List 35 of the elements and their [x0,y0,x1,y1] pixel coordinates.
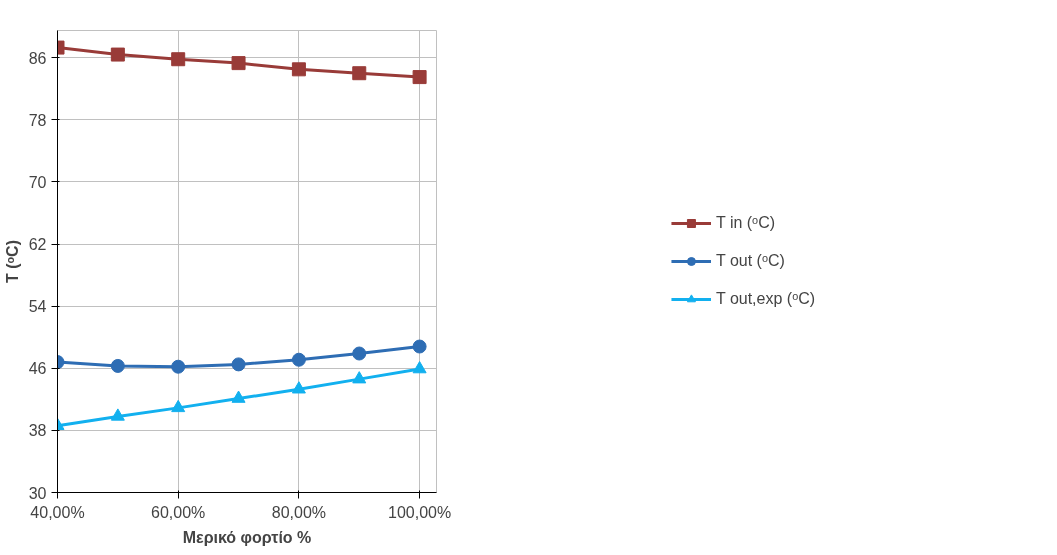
y-tick-label: 86 [28,49,47,67]
point [412,361,427,374]
point [231,357,246,372]
point [412,70,427,85]
point [231,390,246,403]
x-tick-label: 100,00% [388,503,452,521]
point [110,408,125,421]
x-tick-label: 40,00% [30,503,85,521]
point [291,352,306,367]
y-tick-label: 46 [28,360,47,378]
point [171,52,186,67]
x-tick-label: 80,00% [271,503,327,521]
y-tick-label: 38 [28,422,47,440]
point [291,381,306,394]
x-tick-label: 60,00% [151,503,206,521]
point [171,359,186,374]
x-axis-title: Μερικό φορτίο % [182,528,312,546]
point [352,371,367,384]
y-tick-label: 54 [28,298,47,316]
y-tick-label: 62 [28,236,47,254]
point [110,358,125,373]
point [352,66,367,81]
point [291,62,306,77]
y-tick-label: 30 [28,484,47,502]
point [171,399,186,413]
y-axis-title: T (ᵒC) [3,240,21,283]
point [412,339,427,354]
point [231,56,246,71]
legend-label: T in (ᵒC) [715,214,776,232]
point [110,47,125,62]
y-tick-label: 70 [28,173,47,191]
y-tick-label: 78 [28,111,47,129]
point [352,346,367,361]
legend-label: T out (ᵒC) [715,252,785,270]
legend-label: T out,exp (ᵒC) [715,290,816,308]
